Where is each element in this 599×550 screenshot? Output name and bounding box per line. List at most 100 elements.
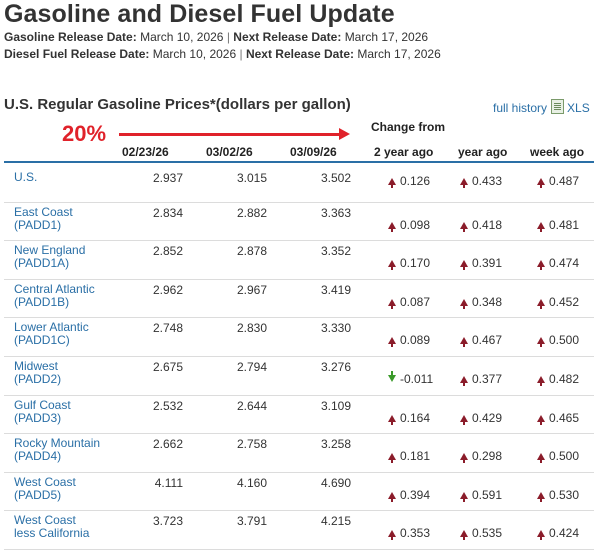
price-cell: 2.675 — [152, 360, 183, 374]
up-arrow-icon — [460, 453, 468, 464]
gasoline-next-release-date: March 17, 2026 — [344, 30, 429, 44]
change-cell: 0.089 — [388, 333, 431, 348]
region-label-line: Midwest — [14, 359, 59, 373]
change-value: 0.481 — [549, 217, 580, 232]
change-cell: 0.591 — [460, 488, 502, 502]
change-cell: 0.535 — [460, 526, 503, 541]
up-arrow-icon — [460, 298, 468, 309]
region-label-line: less California — [14, 526, 90, 541]
up-arrow-icon — [537, 178, 545, 188]
diesel-release-date: March 10, 2026 — [152, 47, 237, 61]
change-value: 0.089 — [400, 333, 431, 348]
price-cell: 2.852 — [152, 244, 183, 259]
up-arrow-icon — [388, 260, 396, 271]
gasoline-next-release-label: Next Release Date: — [233, 30, 342, 44]
change-cell: 0.424 — [537, 526, 579, 541]
change-value: 0.348 — [472, 294, 503, 309]
table-row: Gulf Coast (PADD3) 2.532 2.644 3.109 0.164 0.4… — [4, 396, 594, 435]
change-cell: 0.170 — [388, 256, 430, 271]
change-value: 0.465 — [549, 410, 580, 425]
price-cell: 2.967 — [236, 282, 267, 297]
change-value: 0.181 — [400, 449, 431, 464]
up-arrow-icon — [388, 337, 396, 348]
region-label-line: (PADD5) — [14, 487, 62, 502]
change-value: 0.467 — [472, 333, 503, 348]
price-cell: 3.258 — [320, 437, 351, 452]
price-cell: 2.748 — [152, 321, 183, 336]
price-cell: 3.352 — [320, 244, 351, 259]
down-arrow-icon — [388, 371, 396, 382]
table-row: Rocky Mountain (PADD4) 2.662 2.758 3.258 0.18… — [4, 434, 594, 473]
change-value: 0.298 — [472, 449, 503, 464]
up-arrow-icon — [460, 376, 468, 386]
region-label-line: U.S. — [14, 170, 38, 184]
region-link[interactable]: West Coast less California — [14, 514, 89, 540]
up-arrow-icon — [537, 414, 545, 425]
change-value: 0.452 — [549, 294, 580, 309]
table-row: East Coast (PADD1) 2.834 2.882 3.363 0.098 0.4… — [4, 203, 594, 242]
up-arrow-icon — [537, 221, 545, 232]
price-cell: 2.882 — [236, 205, 267, 220]
change-cell: 0.126 — [388, 174, 430, 188]
up-arrow-icon — [537, 337, 545, 348]
region-label-line: (PADD2) — [14, 372, 62, 386]
up-arrow-icon — [388, 530, 396, 541]
region-link[interactable]: Gulf Coast (PADD3) — [14, 397, 71, 425]
up-arrow-icon — [388, 298, 396, 309]
region-link[interactable]: Central Atlantic (PADD1B) — [14, 282, 95, 309]
price-cell: 2.794 — [236, 360, 267, 374]
up-arrow-icon — [388, 178, 396, 188]
price-cell: 3.276 — [320, 360, 351, 374]
change-value: 0.433 — [472, 174, 503, 188]
region-link[interactable]: U.S. — [14, 171, 37, 184]
spreadsheet-icon[interactable] — [551, 99, 565, 114]
change-cell: 0.465 — [537, 411, 579, 425]
change-cell: 0.487 — [537, 174, 579, 188]
separator: | — [239, 47, 243, 61]
annotation-arrow-head-icon — [339, 128, 350, 140]
xls-link[interactable]: XLS — [567, 101, 590, 115]
price-cell: 2.758 — [236, 437, 267, 452]
table-row: Central Atlantic (PADD1B) 2.962 2.967 3.419 0… — [4, 280, 594, 319]
full-history-area: full history XLS — [493, 99, 590, 115]
region-label-line: East Coast — [14, 204, 73, 219]
change-cell: 0.530 — [537, 488, 579, 502]
change-value: 0.391 — [472, 256, 503, 271]
change-cell: 0.377 — [460, 372, 502, 386]
price-cell: 2.830 — [236, 321, 267, 336]
change-from-header: Change from — [371, 120, 446, 134]
change-cell: 0.500 — [537, 333, 579, 348]
region-link[interactable]: East Coast (PADD1) — [14, 204, 73, 232]
region-link[interactable]: Midwest (PADD2) — [14, 360, 61, 386]
region-label-line: Gulf Coast — [14, 397, 71, 412]
price-cell: 3.015 — [236, 171, 267, 185]
price-cell: 3.363 — [320, 205, 351, 220]
annotation-arrow-line — [119, 133, 341, 136]
page-title: Gasoline and Diesel Fuel Update — [4, 0, 395, 28]
price-cell: 2.532 — [152, 398, 183, 413]
region-link[interactable]: New England (PADD1A) — [14, 244, 85, 270]
region-label-line: West Coast — [14, 474, 76, 489]
region-label-line: (PADD1A) — [14, 256, 70, 271]
up-arrow-icon — [388, 221, 396, 232]
full-history-link[interactable]: full history — [493, 101, 548, 115]
change-value: -0.011 — [400, 372, 434, 386]
change-cell: 0.433 — [460, 174, 502, 188]
region-label-line: (PADD1) — [14, 217, 62, 232]
col-header-date3: 03/09/26 — [290, 145, 337, 159]
region-link[interactable]: Lower Atlantic (PADD1C) — [14, 321, 89, 347]
region-link[interactable]: Rocky Mountain (PADD4) — [14, 437, 100, 463]
region-link[interactable]: West Coast (PADD5) — [14, 474, 76, 502]
change-cell: 0.181 — [388, 449, 431, 464]
table-row: New England (PADD1A) 2.852 2.878 3.352 0.170 0… — [4, 241, 594, 280]
region-label-line: (PADD4) — [14, 449, 62, 464]
change-value: 0.418 — [472, 217, 503, 232]
change-value: 0.474 — [549, 256, 580, 271]
up-arrow-icon — [460, 530, 468, 541]
zoom-annotation: 20% — [62, 121, 107, 146]
change-value: 0.482 — [549, 372, 580, 386]
change-value: 0.377 — [472, 372, 503, 386]
change-value: 0.087 — [400, 294, 431, 309]
up-arrow-icon — [537, 298, 545, 309]
change-value: 0.535 — [472, 526, 503, 541]
